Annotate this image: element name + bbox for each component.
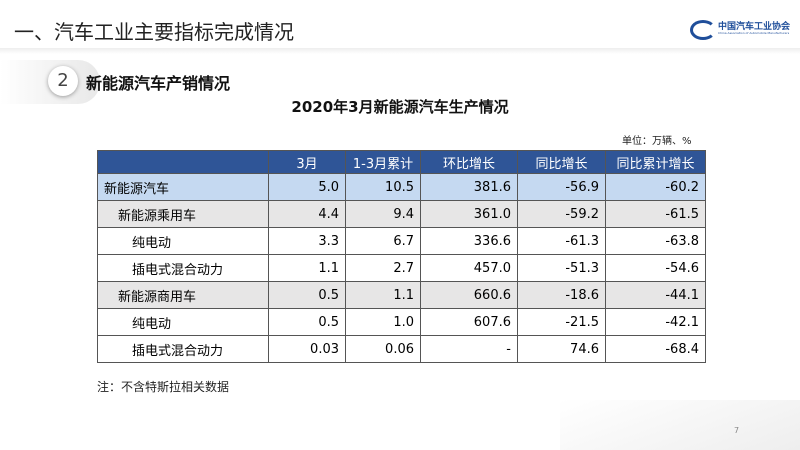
value-cell: -42.1 bbox=[605, 308, 706, 336]
value-cell: 457.0 bbox=[420, 254, 518, 282]
logo-text: 中国汽车工业协会 bbox=[718, 22, 791, 32]
value-cell: -54.6 bbox=[605, 254, 706, 282]
value-cell: -59.2 bbox=[517, 200, 606, 228]
header-cell: 同比累计增长 bbox=[605, 150, 706, 174]
value-cell: 1.1 bbox=[268, 254, 346, 282]
table-row: 插电式混合动力 1.1 2.7 457.0 -51.3 -54.6 bbox=[97, 254, 706, 282]
value-cell: 0.5 bbox=[268, 281, 346, 309]
value-cell: 0.5 bbox=[268, 308, 346, 336]
row-label: 插电式混合动力 bbox=[97, 254, 269, 282]
page-number: 7 bbox=[734, 426, 740, 435]
value-cell: 9.4 bbox=[345, 200, 421, 228]
value-cell: 381.6 bbox=[420, 173, 518, 201]
value-cell: 1.0 bbox=[345, 308, 421, 336]
value-cell: -63.8 bbox=[605, 227, 706, 255]
row-label: 插电式混合动力 bbox=[97, 335, 269, 363]
header-cell: 3月 bbox=[268, 150, 346, 174]
header-cell: 环比增长 bbox=[420, 150, 518, 174]
table-row: 新能源汽车 5.0 10.5 381.6 -56.9 -60.2 bbox=[97, 173, 706, 201]
header-title: 一、汽车工业主要指标完成情况 bbox=[14, 20, 294, 44]
table-row: 新能源商用车 0.5 1.1 660.6 -18.6 -44.1 bbox=[97, 281, 706, 309]
header-row: 3月 1-3月累计 环比增长 同比增长 同比累计增长 bbox=[97, 150, 706, 174]
logo-icon bbox=[690, 20, 716, 40]
value-cell: -61.3 bbox=[517, 227, 606, 255]
table-row: 插电式混合动力 0.03 0.06-74.6 -68.4 bbox=[97, 335, 706, 363]
table-unit: 单位：万辆、% bbox=[622, 136, 692, 147]
value-cell: 607.6 bbox=[420, 308, 518, 336]
value-cell: 361.0 bbox=[420, 200, 518, 228]
row-label: 新能源乘用车 bbox=[97, 200, 269, 228]
value-cell: 0.03 bbox=[268, 335, 346, 363]
value-cell: 4.4 bbox=[268, 200, 346, 228]
value-cell: 0.06 bbox=[345, 335, 421, 363]
row-label: 新能源汽车 bbox=[97, 173, 269, 201]
row-label: 纯电动 bbox=[97, 308, 269, 336]
table-row: 新能源乘用车 4.4 9.4 361.0 -59.2 -61.5 bbox=[97, 200, 706, 228]
value-cell: 336.6 bbox=[420, 227, 518, 255]
value-cell: 2.7 bbox=[345, 254, 421, 282]
header-cell: 同比增长 bbox=[517, 150, 606, 174]
row-label: 纯电动 bbox=[97, 227, 269, 255]
table-title: 2020年3月新能源汽车生产情况 bbox=[291, 98, 509, 116]
value-cell: -21.5 bbox=[517, 308, 606, 336]
section-number: 2 bbox=[48, 66, 78, 96]
value-cell: 5.0 bbox=[268, 173, 346, 201]
value-cell: 6.7 bbox=[345, 227, 421, 255]
value-cell: - bbox=[420, 335, 518, 363]
header-rule bbox=[0, 48, 800, 54]
value-cell: -60.2 bbox=[605, 173, 706, 201]
value-cell: 74.6 bbox=[517, 335, 606, 363]
value-cell: -18.6 bbox=[517, 281, 606, 309]
value-cell: 3.3 bbox=[268, 227, 346, 255]
table-row: 纯电动 0.5 1.0 607.6 -21.5 -42.1 bbox=[97, 308, 706, 336]
value-cell: -44.1 bbox=[605, 281, 706, 309]
value-cell: 10.5 bbox=[345, 173, 421, 201]
value-cell: -51.3 bbox=[517, 254, 606, 282]
value-cell: 660.6 bbox=[420, 281, 518, 309]
value-cell: -56.9 bbox=[517, 173, 606, 201]
header-cell: 1-3月累计 bbox=[345, 150, 421, 174]
table-row: 纯电动 3.3 6.7 336.6 -61.3 -63.8 bbox=[97, 227, 706, 255]
table-note: 注：不含特斯拉相关数据 bbox=[97, 380, 230, 394]
corner-shade bbox=[560, 400, 800, 450]
value-cell: -61.5 bbox=[605, 200, 706, 228]
value-cell: 1.1 bbox=[345, 281, 421, 309]
row-label: 新能源商用车 bbox=[97, 281, 269, 309]
header-cell bbox=[97, 150, 269, 174]
section-title: 新能源汽车产销情况 bbox=[86, 74, 231, 93]
value-cell: -68.4 bbox=[605, 335, 706, 363]
logo-subtext: China Association of Automobile Manufact… bbox=[718, 31, 790, 35]
data-table: 3月 1-3月累计 环比增长 同比增长 同比累计增长 新能源汽车 5.0 10.5 381.6-… bbox=[97, 150, 706, 363]
